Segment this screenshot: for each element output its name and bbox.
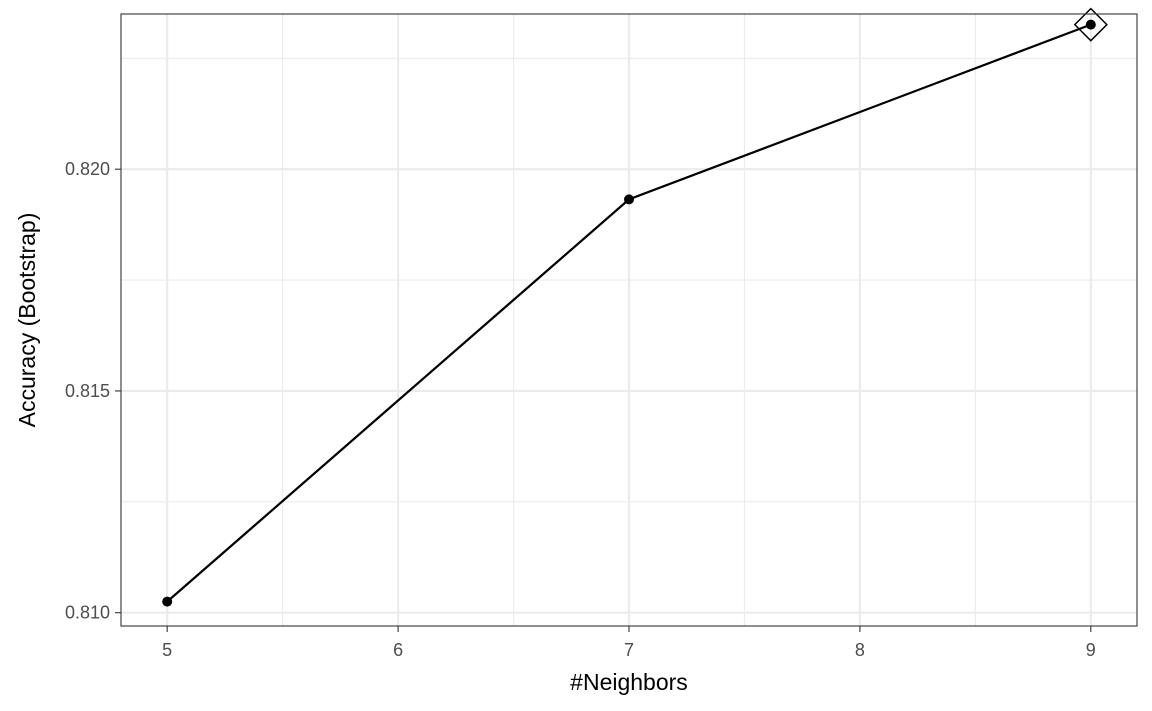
data-point — [162, 596, 173, 607]
x-axis-title: #Neighbors — [570, 669, 688, 695]
x-tick-label: 6 — [393, 640, 403, 660]
series-accuracy — [162, 7, 1108, 607]
y-tick-label: 0.820 — [65, 159, 110, 179]
axis-ticks — [115, 168, 1092, 632]
data-point — [1085, 19, 1096, 30]
x-tick-label: 9 — [1086, 640, 1096, 660]
y-axis-title: Accuracy (Bootstrap) — [14, 213, 40, 428]
x-tick-label: 8 — [855, 640, 865, 660]
y-axis-tick-labels: 0.810 0.815 0.820 — [65, 159, 110, 622]
x-axis-tick-labels: 5 6 7 8 9 — [162, 640, 1096, 660]
x-tick-label: 7 — [624, 640, 634, 660]
y-tick-label: 0.810 — [65, 603, 110, 623]
x-tick-label: 5 — [162, 640, 172, 660]
y-tick-label: 0.815 — [65, 381, 110, 401]
best-marker-diamond — [1073, 7, 1108, 42]
data-point — [624, 194, 634, 205]
major-gridlines — [121, 14, 1137, 626]
